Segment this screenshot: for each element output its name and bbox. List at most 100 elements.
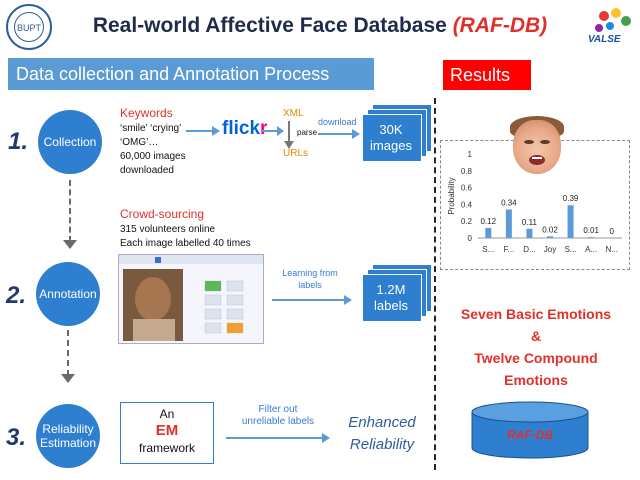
- reliability-circle-line-2: Estimation: [39, 436, 97, 450]
- arrow-down-icon: [63, 240, 77, 249]
- data-label: 0.34: [501, 198, 517, 207]
- annotation-circle-label: Annotation: [39, 287, 97, 301]
- y-tick-label: 1: [468, 150, 473, 159]
- filter-line-2: unreliable labels: [241, 416, 315, 427]
- flickr-logo-part-a: flick: [222, 118, 261, 139]
- data-label: 0.02: [542, 225, 558, 234]
- stack-labels-line-2: labels: [374, 298, 408, 313]
- document-stack-images: 30K images: [362, 104, 432, 162]
- results-summary: Seven Basic Emotions & Twelve Compound E…: [446, 303, 626, 391]
- arrow-right-icon: [272, 295, 352, 305]
- results-line-4: Emotions: [504, 372, 568, 388]
- y-tick-label: 0: [468, 234, 473, 243]
- x-tick-label: D...: [523, 245, 535, 254]
- em-box-line-2: EM: [155, 422, 179, 439]
- em-framework-box: An EM framework: [120, 402, 214, 464]
- section-header-results: Results: [443, 60, 531, 90]
- em-box-line-3: framework: [138, 441, 195, 455]
- chart-bar: [485, 227, 492, 238]
- step-number-2: 2.: [6, 282, 27, 309]
- data-label: 0.39: [563, 194, 579, 203]
- labelled-line: Each image labelled 40 times: [120, 238, 251, 249]
- arrow-right-icon: [318, 129, 360, 139]
- reliability-circle: Reliability Estimation: [36, 404, 100, 468]
- x-tick-label: S...: [482, 245, 494, 254]
- y-tick-label: 0.6: [461, 184, 473, 193]
- y-tick-label: 0.2: [461, 217, 473, 226]
- arrow-right-icon: [262, 126, 284, 136]
- keywords-line-2: ‘OMG’…: [120, 137, 159, 148]
- images-line-1: 60,000 images: [120, 151, 186, 162]
- probability-bar-chart: 0 0.2 0.4 0.6 0.8 1 Probability 0.12 S... 0.34 F..…: [447, 150, 622, 254]
- x-tick-label: S...: [565, 245, 577, 254]
- document-stack-labels: 1.2M labels: [362, 264, 432, 322]
- enhanced-line-2: Reliability: [349, 436, 415, 453]
- chart-bar: [547, 236, 553, 238]
- flickr-logo-part-b: r: [260, 118, 268, 139]
- title-main: Real-world Affective Face Database: [92, 14, 453, 37]
- keywords-line-1: ‘smile’ ‘crying’: [120, 123, 182, 134]
- learning-line-2: labels: [298, 280, 322, 290]
- arrow-down-icon: [284, 121, 294, 149]
- results-line-1: Seven Basic Emotions: [460, 306, 612, 322]
- results-line-3: Twelve Compound: [474, 350, 598, 366]
- stack-images-line-2: images: [370, 138, 412, 153]
- download-label: download: [318, 117, 357, 127]
- university-logo-text: BUPT: [14, 12, 44, 42]
- step-number-1: 1.: [8, 128, 29, 155]
- em-box-line-1: An: [159, 407, 175, 421]
- stack-labels-line-1: 1.2M: [376, 282, 406, 297]
- database-cylinder-icon: [471, 401, 589, 459]
- crowd-sourcing-title: Crowd-sourcing: [120, 207, 205, 221]
- urls-label: URLs: [283, 148, 309, 159]
- y-tick-label: 0.8: [461, 167, 473, 176]
- y-tick-label: 0.4: [461, 200, 473, 209]
- filter-line-1: Filter out: [258, 404, 298, 415]
- crying-face-image: [513, 120, 561, 174]
- annotation-tool-image: [119, 255, 263, 341]
- chart-bar: [567, 205, 574, 238]
- parse-label: parse: [297, 128, 318, 137]
- enhanced-line-1: Enhanced: [348, 414, 416, 431]
- chart-bar: [526, 228, 533, 238]
- x-tick-label: Joy: [544, 245, 556, 254]
- arrow-down-icon: [61, 374, 75, 383]
- x-tick-label: A...: [585, 245, 597, 254]
- arrow-right-icon: [226, 433, 330, 443]
- university-logo: [6, 4, 52, 50]
- arrow-right-icon: [186, 126, 220, 136]
- vertical-divider: [434, 98, 436, 470]
- database-label: RAF-DB: [507, 428, 553, 442]
- x-tick-label: F...: [504, 245, 515, 254]
- data-label: 0.01: [583, 226, 599, 235]
- data-label: 0.12: [480, 217, 496, 226]
- collection-circle: Collection: [38, 110, 102, 174]
- annotation-tool-screenshot: [118, 254, 264, 344]
- filter-label: Filter out unreliable labels: [226, 404, 330, 428]
- y-axis-label: Probability: [447, 177, 456, 214]
- dashed-connector-2: [67, 330, 69, 376]
- title-highlight: (RAF-DB): [452, 14, 548, 37]
- learning-line-1: Learning from: [282, 268, 338, 278]
- page-title: Real-world Affective Face Database (RAF-…: [0, 14, 640, 38]
- valse-logo-text: VALSE: [588, 34, 621, 45]
- x-tick-label: N...: [605, 245, 617, 254]
- stack-images-line-1: 30K: [379, 122, 403, 137]
- step-number-3: 3.: [6, 424, 27, 451]
- keywords-title: Keywords: [120, 106, 173, 120]
- chart-bar: [505, 209, 512, 238]
- learning-label: Learning from labels: [270, 267, 350, 291]
- collection-circle-label: Collection: [43, 135, 97, 149]
- images-line-2: downloaded: [120, 165, 174, 176]
- reliability-circle-line-1: Reliability: [42, 422, 94, 436]
- results-line-2: &: [530, 328, 542, 344]
- data-label: 0: [609, 227, 614, 236]
- flickr-logo: flickr: [222, 118, 267, 140]
- volunteers-line: 315 volunteers online: [120, 224, 216, 235]
- xml-label: XML: [283, 108, 304, 119]
- annotation-circle: Annotation: [36, 262, 100, 326]
- face-features: [524, 140, 550, 165]
- dashed-connector-1: [69, 180, 71, 242]
- valse-logo-icon: [595, 8, 631, 32]
- chart-bar: [588, 237, 595, 238]
